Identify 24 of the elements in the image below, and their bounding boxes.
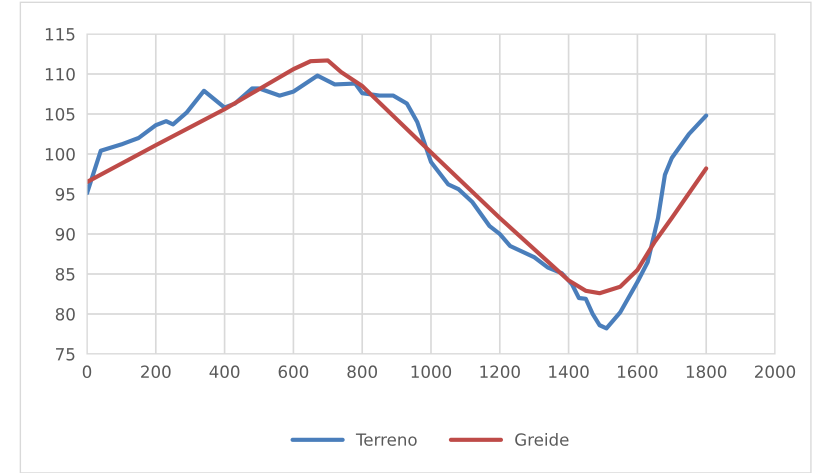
legend-label: Terreno <box>356 434 417 446</box>
y-tick-label: 75 <box>56 348 74 361</box>
x-tick-label: 2000 <box>755 365 796 378</box>
y-tick-label: 80 <box>56 308 75 321</box>
y-tick-label: 100 <box>46 148 75 161</box>
y-tick-label: 90 <box>56 228 75 241</box>
y-tick-label: 115 <box>46 28 74 41</box>
x-tick-label: 600 <box>278 365 308 378</box>
x-tick-label: 1200 <box>480 365 520 378</box>
legend-label: Greide <box>515 433 568 446</box>
x-tick-label: 1800 <box>686 365 726 378</box>
y-tick-label: 105 <box>46 108 74 121</box>
y-tick-label: 85 <box>56 268 74 281</box>
x-tick-label: 1000 <box>412 365 452 378</box>
line-series <box>87 74 708 330</box>
y-tick-label: 95 <box>56 188 74 201</box>
x-tick-label: 400 <box>210 365 240 378</box>
x-tick-label: 800 <box>347 365 377 378</box>
x-tick-label: 1400 <box>549 365 589 378</box>
line-series <box>87 58 708 296</box>
y-tick-label: 110 <box>46 68 75 81</box>
x-tick-label: 1600 <box>618 365 658 378</box>
x-tick-label: 200 <box>141 365 171 378</box>
x-tick-label: 0 <box>82 365 92 378</box>
